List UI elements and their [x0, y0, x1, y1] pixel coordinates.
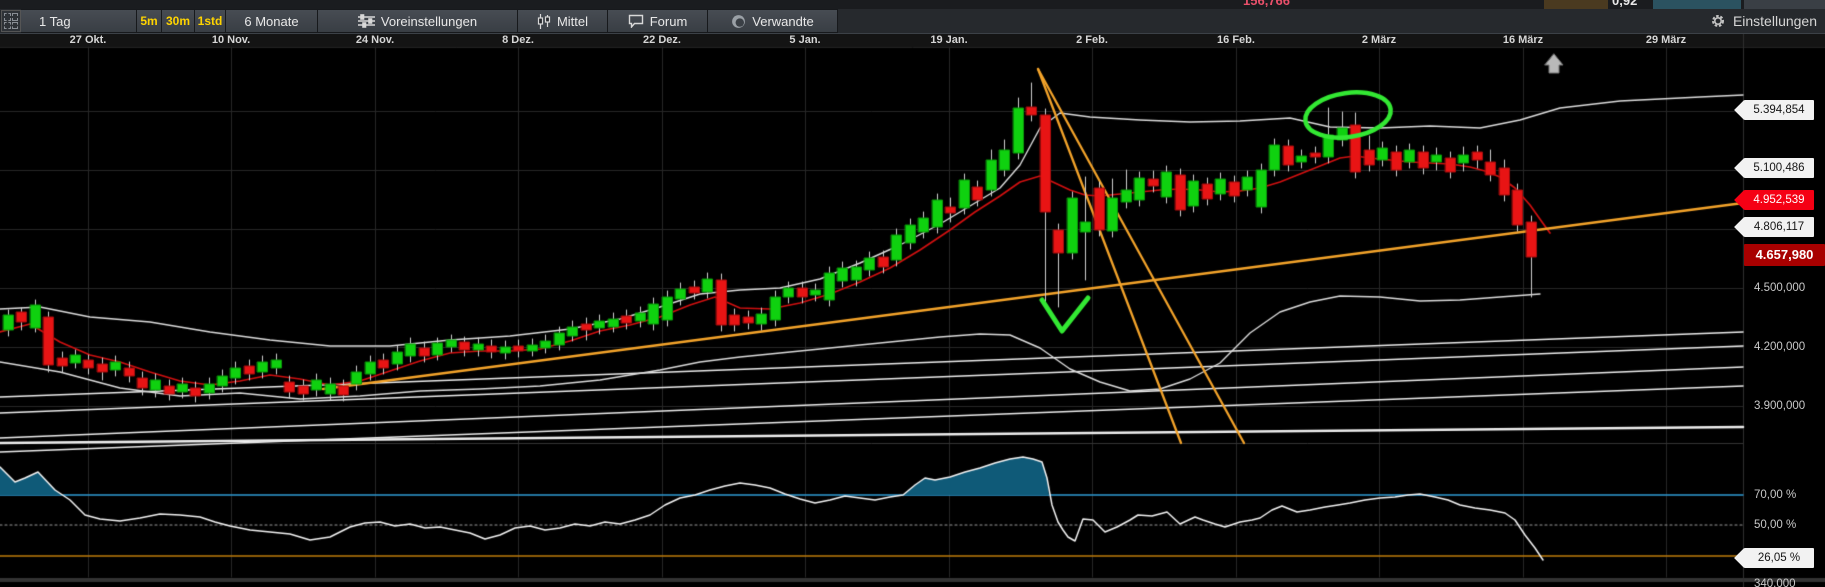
eye-icon: [731, 14, 746, 29]
button-label: 1 Tag: [39, 13, 71, 29]
price-axis-label: 4.500,000: [1754, 282, 1806, 294]
price-axis-label: 4.200,000: [1754, 341, 1806, 353]
date-axis-label: 16 Feb.: [1217, 34, 1255, 46]
cutoff-gray-block: [1744, 0, 1825, 9]
price-tag: 5.394,854: [1744, 100, 1814, 120]
button-label: 1std: [197, 14, 223, 28]
settings-label: Einstellungen: [1732, 13, 1817, 29]
forum-button[interactable]: Forum: [608, 9, 708, 33]
date-axis-label: 2 März: [1361, 34, 1397, 46]
related-button[interactable]: Verwandte: [708, 9, 838, 33]
timeframe-button-5m[interactable]: 5m: [137, 9, 162, 33]
chart-toolbar: 1 Tag 5m 30m 1std 6 Monate Voreinstellun…: [0, 9, 1825, 34]
timeframe-button-1tag[interactable]: 1 Tag: [21, 9, 137, 33]
date-axis-label: 2 Feb.: [1076, 34, 1108, 46]
timeframe-button-30m[interactable]: 30m: [162, 9, 195, 33]
cutoff-red-value: 156,766: [1243, 0, 1290, 8]
price-tag: 4.952,539: [1744, 190, 1814, 210]
date-axis-label: 5 Jan.: [789, 34, 821, 46]
button-label: Mittel: [556, 13, 589, 29]
timeframe-button-1std[interactable]: 1std: [195, 9, 226, 33]
price-tag: 4.806,117: [1744, 217, 1814, 237]
price-axis-label: 340.000: [1754, 578, 1796, 587]
date-axis-label: 24 Nov.: [355, 34, 395, 46]
date-axis-label: 29 März: [1645, 34, 1687, 46]
date-axis-label: 8 Dez.: [502, 34, 534, 46]
price-axis-label: 50,00 %: [1754, 519, 1797, 531]
button-label: 6 Monate: [244, 13, 299, 29]
button-label: Verwandte: [752, 13, 814, 29]
top-cutoff-strip: 156,766 0,92: [0, 0, 1825, 9]
cutoff-brown-block: [1544, 0, 1608, 9]
presets-button[interactable]: Voreinstellungen: [318, 9, 518, 33]
range-button-6monate[interactable]: 6 Monate: [226, 9, 318, 33]
gear-icon: [1710, 13, 1726, 29]
button-label: Forum: [649, 13, 688, 29]
price-tag: 26,05 %: [1744, 548, 1814, 568]
button-label: 30m: [165, 14, 191, 28]
date-axis-label: 19 Jan.: [930, 34, 968, 46]
price-axis-label: 70,00 %: [1754, 489, 1797, 501]
date-axis-label: 16 März: [1502, 34, 1544, 46]
layout-grid-icon[interactable]: [1, 10, 21, 32]
price-tag: 4.657,980: [1744, 244, 1825, 266]
cutoff-white-value: 0,92: [1612, 0, 1638, 8]
price-axis[interactable]: 4.500,000 4.200,000 3.900,000 70,00 % 50,00 …: [1744, 33, 1825, 587]
sliders-icon: [357, 14, 375, 28]
price-tag: 5.100,486: [1744, 158, 1814, 178]
price-axis-label: 3.900,000: [1754, 400, 1806, 412]
settings-button[interactable]: Einstellungen: [1710, 13, 1817, 29]
date-axis-label: 22 Dez.: [643, 34, 681, 46]
button-label: 5m: [140, 14, 158, 28]
date-axis-label: 27 Okt.: [69, 34, 107, 46]
candlestick-icon: [537, 13, 551, 29]
date-axis-label: 10 Nov.: [211, 34, 251, 46]
cutoff-teal-block: [1653, 0, 1741, 9]
indicators-button[interactable]: Mittel: [518, 9, 608, 33]
speech-bubble-icon: [628, 14, 644, 28]
button-label: Voreinstellungen: [380, 13, 478, 29]
